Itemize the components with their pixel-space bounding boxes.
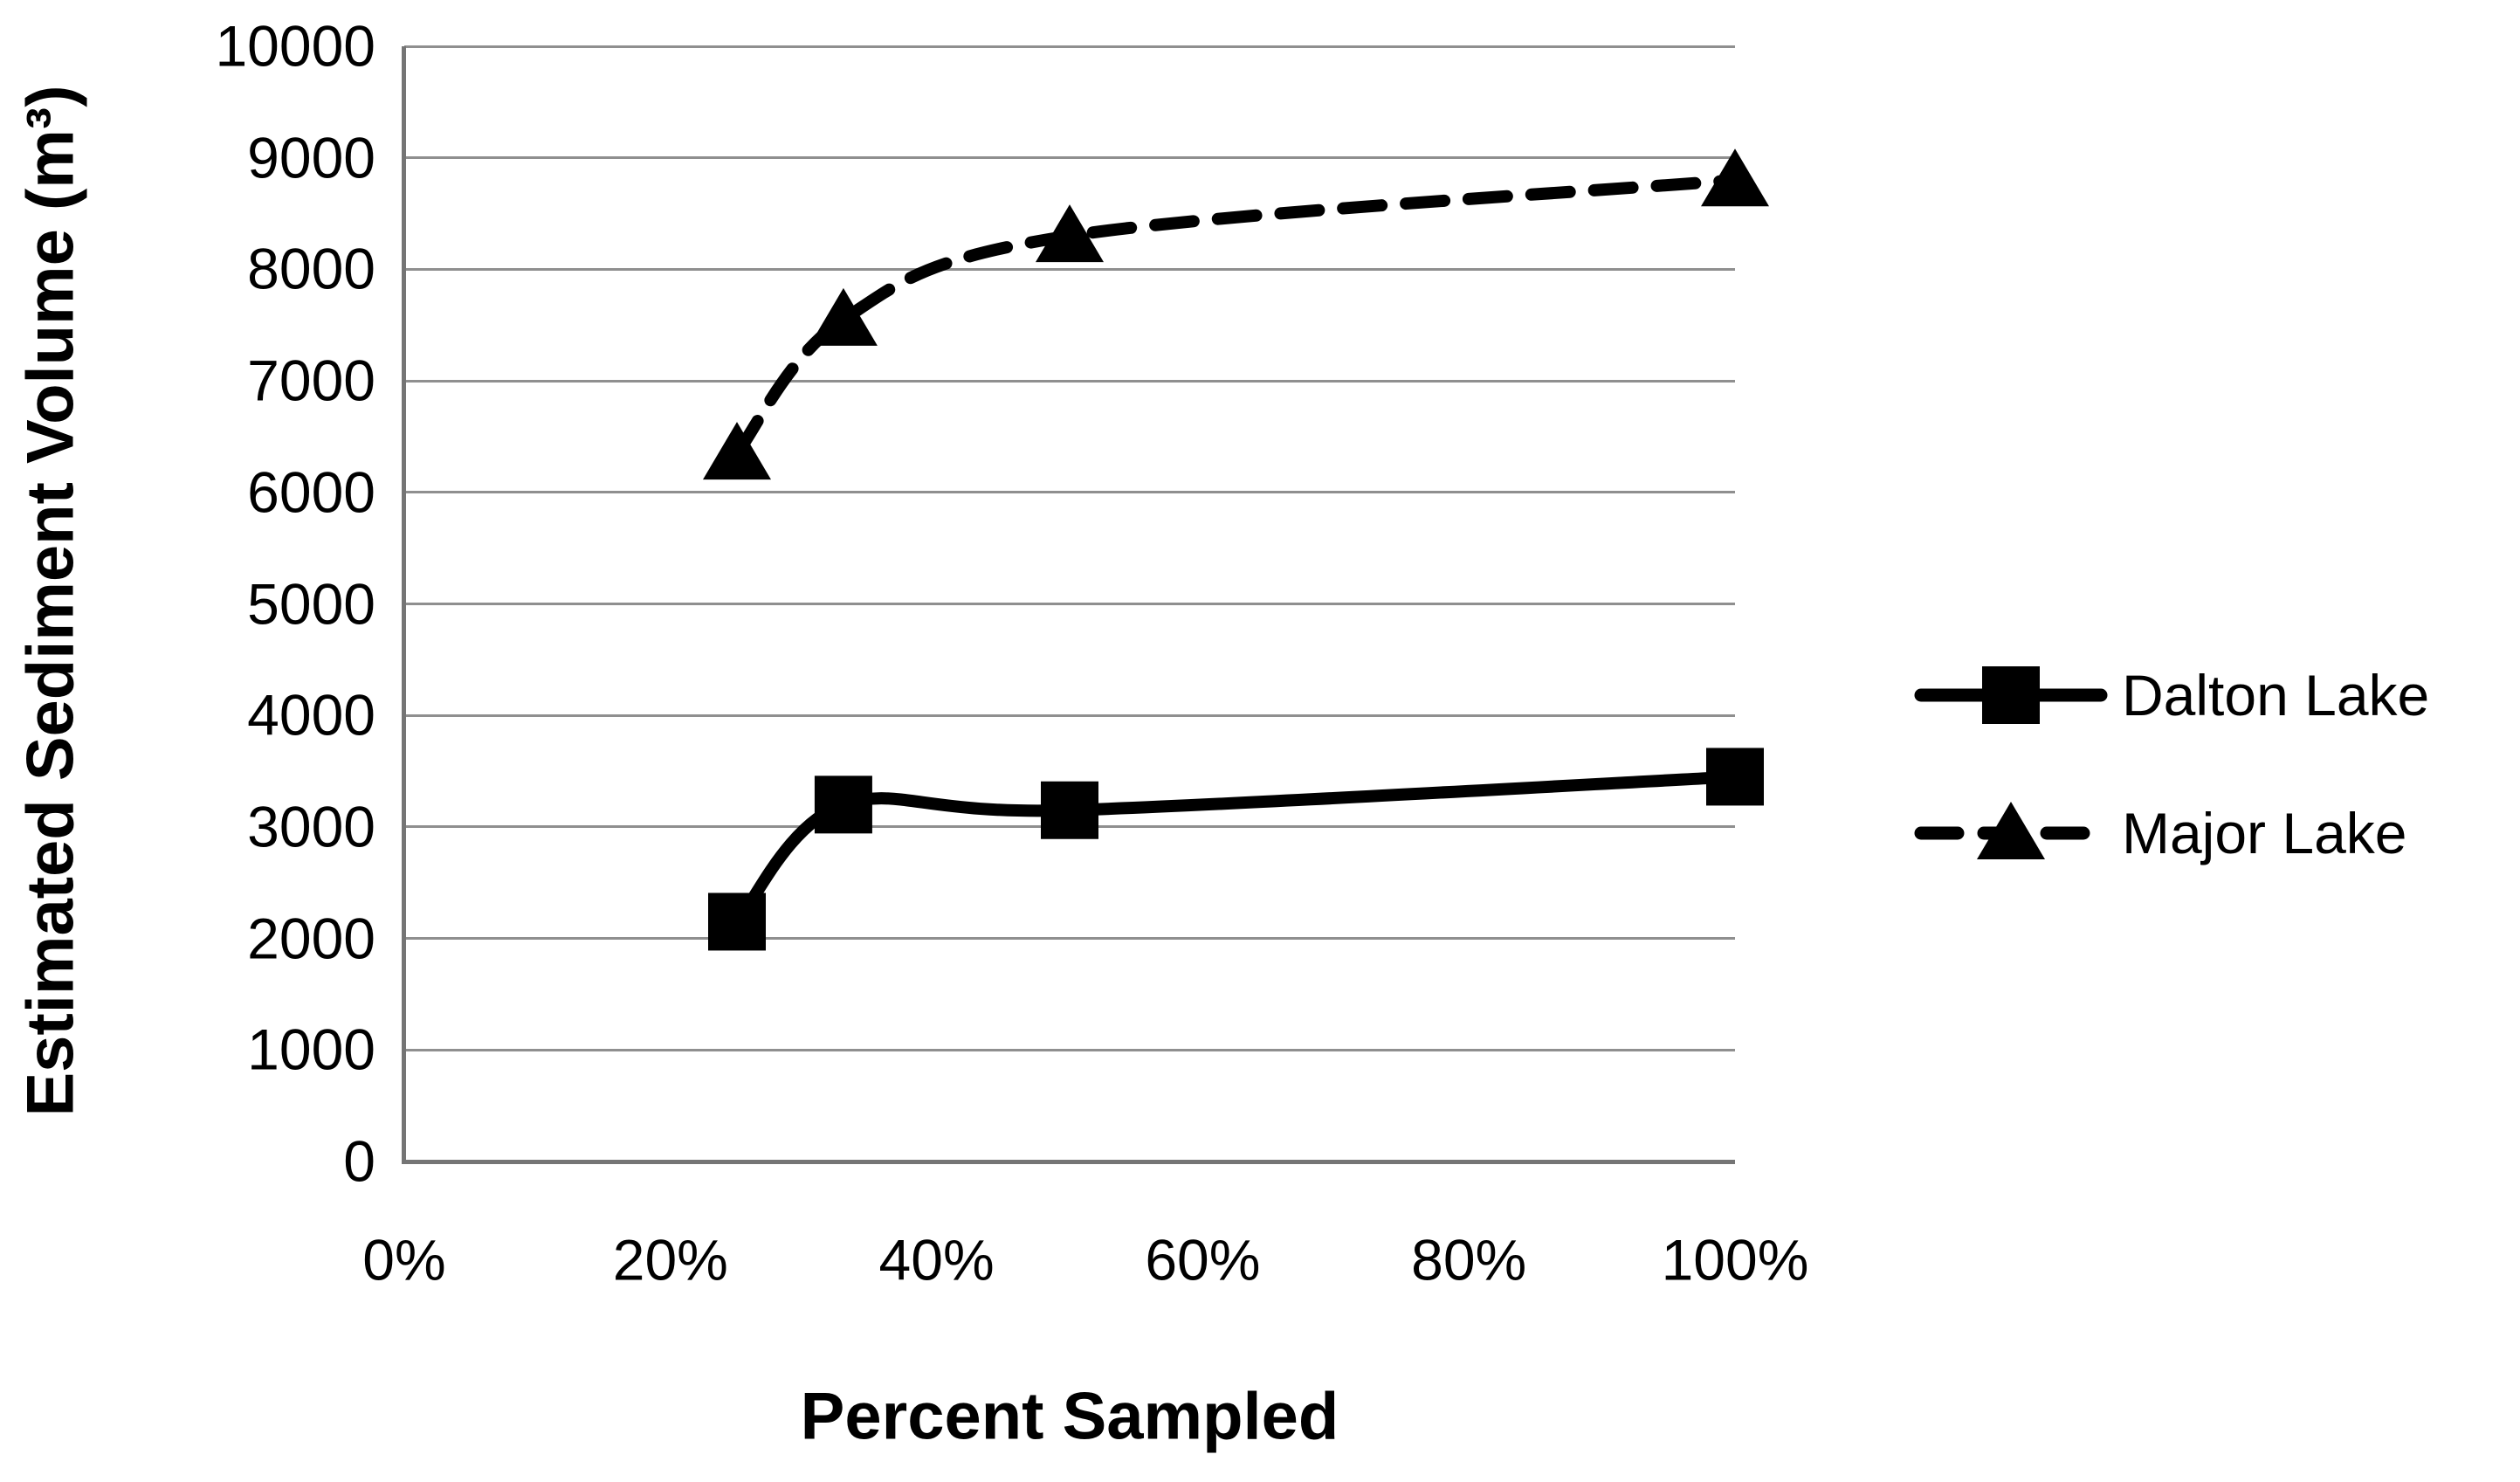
- plot-area: [402, 45, 1769, 1164]
- legend-marker-triangle: [1977, 802, 2045, 859]
- marker-triangle: [1701, 148, 1769, 207]
- legend-label: Major Lake: [2122, 801, 2407, 865]
- x-axis-title: Percent Sampled: [800, 1379, 1339, 1454]
- gridline: [404, 45, 1735, 48]
- gridline: [404, 267, 1735, 271]
- y-tick-label: 10000: [215, 13, 375, 79]
- y-tick-label: 3000: [247, 794, 375, 859]
- y-tick-label: 2000: [247, 906, 375, 971]
- series-line-dalton-lake: [731, 770, 1741, 928]
- legend-item-major-lake: Major Lake: [1914, 800, 2429, 866]
- marker-triangle: [1036, 204, 1104, 263]
- y-tick-label: 5000: [247, 571, 375, 637]
- y-tick-label: 1000: [247, 1017, 375, 1082]
- marker-square: [1706, 748, 1764, 806]
- series-line-major-lake: [731, 174, 1741, 460]
- y-axis-title: Estimated Sediment Volume (m³): [13, 85, 88, 1117]
- legend-label: Dalton Lake: [2122, 663, 2430, 727]
- gridline: [404, 937, 1735, 941]
- marker-square: [814, 775, 872, 834]
- x-tick-label: 0%: [362, 1227, 446, 1292]
- x-tick-label: 80%: [1411, 1227, 1527, 1292]
- y-tick-label: 7000: [247, 348, 375, 413]
- y-tick-label: 6000: [247, 459, 375, 525]
- x-axis-line: [404, 1159, 1735, 1164]
- gridline: [404, 713, 1735, 717]
- legend-swatch-dashed-triangle: [1914, 802, 2108, 859]
- marker-triangle: [703, 422, 771, 480]
- gridline: [404, 603, 1735, 605]
- gridline: [404, 491, 1735, 494]
- marker-square: [708, 893, 766, 951]
- y-tick-label: 0: [343, 1128, 375, 1194]
- x-tick-label: 60%: [1145, 1227, 1261, 1292]
- x-tick-label: 100%: [1661, 1227, 1809, 1292]
- x-tick-label: 40%: [878, 1227, 995, 1292]
- legend: Dalton Lake Major Lake: [1914, 662, 2430, 866]
- x-tick-label: 20%: [612, 1227, 728, 1292]
- marker-triangle: [809, 287, 878, 346]
- marker-square: [1041, 781, 1098, 839]
- gridline: [404, 1048, 1735, 1051]
- y-tick-label: 9000: [247, 125, 375, 190]
- legend-item-dalton-lake: Dalton Lake: [1914, 662, 2430, 728]
- y-axis-line: [402, 46, 406, 1164]
- gridline: [404, 379, 1735, 383]
- y-tick-label: 8000: [247, 237, 375, 302]
- legend-marker-square: [1982, 666, 2040, 724]
- y-tick-label: 4000: [247, 682, 375, 748]
- legend-swatch-solid-square: [1914, 666, 2108, 724]
- series-plot: [703, 148, 1769, 951]
- gridline: [404, 156, 1735, 160]
